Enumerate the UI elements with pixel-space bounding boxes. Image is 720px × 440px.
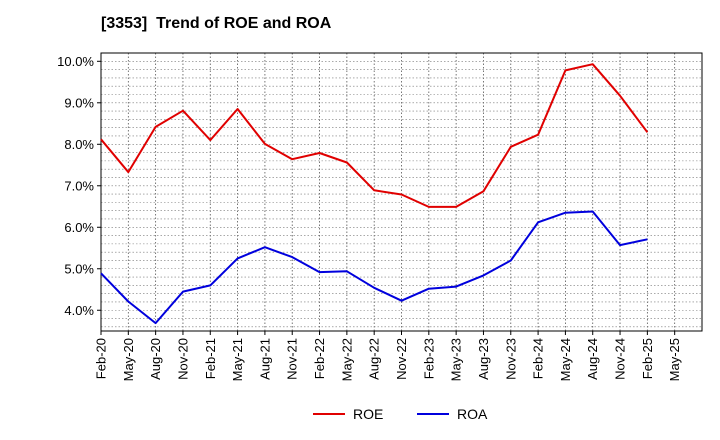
series-line-roe (100, 63, 649, 208)
y-tick-label: 4.0% (64, 303, 94, 318)
legend-label-roa: ROA (457, 406, 488, 422)
x-tick-label: Feb-25 (640, 338, 655, 379)
x-tick-label: Nov-24 (613, 338, 628, 380)
x-tick-label: Nov-23 (503, 338, 518, 380)
y-tick-label: 5.0% (64, 261, 94, 276)
x-tick-label: May-21 (230, 338, 245, 381)
x-tick-label: Aug-20 (148, 338, 163, 380)
chart-title: [3353] Trend of ROE and ROA (101, 15, 332, 32)
legend-label-roe: ROE (353, 406, 383, 422)
legend: ROE ROA (313, 406, 488, 422)
y-axis-ticks: 10.0% 9.0% 8.0% 7.0% 6.0% 5.0% 4.0% (57, 54, 101, 318)
y-tick-label: 10.0% (57, 54, 94, 69)
x-tick-label: Nov-22 (394, 338, 409, 380)
x-tick-label: Aug-24 (585, 338, 600, 380)
y-tick-label: 7.0% (64, 178, 94, 193)
x-tick-label: Feb-24 (531, 338, 546, 379)
series-line-roa (100, 210, 648, 325)
x-tick-label: Nov-21 (285, 338, 300, 380)
x-axis-ticks: Feb-20 May-20 Aug-20 Nov-20 Feb-21 May-21 Aug-… (94, 331, 682, 381)
x-tick-label: May-22 (339, 338, 354, 381)
x-tick-label: May-24 (558, 338, 573, 381)
x-tick-label: Aug-22 (367, 338, 382, 380)
x-tick-label: May-25 (667, 338, 682, 381)
x-tick-label: Feb-23 (421, 338, 436, 379)
series-lines (100, 63, 649, 325)
y-tick-label: 8.0% (64, 137, 94, 152)
x-tick-label: Aug-23 (476, 338, 491, 380)
x-tick-label: Aug-21 (257, 338, 272, 380)
x-tick-label: Nov-20 (175, 338, 190, 380)
y-tick-label: 9.0% (64, 95, 94, 110)
x-tick-label: Feb-20 (94, 338, 109, 379)
x-tick-label: Feb-22 (312, 338, 327, 379)
y-tick-label: 6.0% (64, 220, 94, 235)
x-tick-label: May-20 (121, 338, 136, 381)
x-tick-label: Feb-21 (203, 338, 218, 379)
x-tick-label: May-23 (449, 338, 464, 381)
